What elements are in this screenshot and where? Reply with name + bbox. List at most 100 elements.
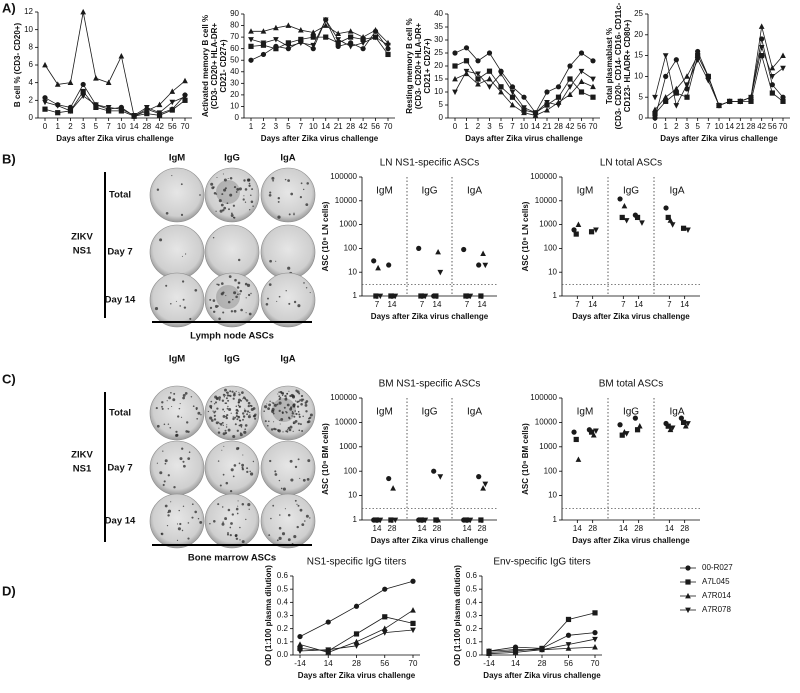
y-tick-label: 0.4 <box>277 597 289 606</box>
spot <box>155 407 158 410</box>
spot <box>237 281 241 285</box>
point <box>463 58 470 64</box>
spot <box>302 188 305 191</box>
spot <box>277 429 281 433</box>
spot <box>229 394 232 398</box>
point <box>669 222 676 228</box>
point <box>663 73 669 79</box>
point <box>565 632 572 638</box>
spot <box>210 419 214 422</box>
spot <box>286 392 289 395</box>
spot <box>295 389 298 392</box>
spot <box>186 421 189 424</box>
spot <box>235 390 237 392</box>
spot <box>288 417 291 420</box>
point <box>322 17 329 23</box>
point <box>437 269 444 276</box>
point <box>623 218 630 224</box>
x-tick-label: 14 <box>573 524 582 533</box>
point <box>42 95 48 101</box>
spot <box>154 307 159 311</box>
spot <box>279 419 281 422</box>
spot <box>254 417 257 420</box>
well-row-label: Day 14 <box>105 516 136 527</box>
spot <box>218 398 221 401</box>
spot <box>290 393 294 397</box>
spot <box>275 260 277 262</box>
spot <box>164 459 168 463</box>
point <box>486 84 493 90</box>
y-tick-label: 0.5 <box>277 584 289 593</box>
spot <box>161 405 163 408</box>
spot <box>209 404 213 408</box>
series-line <box>454 60 594 114</box>
x-tick-label: 42 <box>757 122 766 131</box>
x-tick-label: 14 <box>373 524 382 533</box>
well <box>149 385 205 441</box>
spot <box>242 412 245 415</box>
spot <box>297 458 300 461</box>
well <box>149 440 205 496</box>
y-axis-title: (CD3- CD20+ HLA-DR+ <box>414 23 423 110</box>
point <box>382 586 388 592</box>
point <box>498 71 504 77</box>
point <box>578 50 585 56</box>
spot <box>278 401 282 405</box>
x-tick-label: 14 <box>321 122 330 131</box>
spot <box>299 508 303 512</box>
spot <box>236 188 240 191</box>
x-tick-label: 28 <box>538 659 547 668</box>
spot <box>245 518 247 521</box>
y-tick-label: 20 <box>230 90 239 99</box>
spot <box>272 412 275 415</box>
y-tick-label: 0.3 <box>277 611 289 620</box>
point <box>673 57 679 63</box>
point <box>480 250 486 257</box>
spot <box>278 395 281 398</box>
group-label: IgA <box>467 407 482 418</box>
spot <box>212 310 216 314</box>
spot <box>209 416 213 420</box>
spot <box>239 539 241 541</box>
point <box>482 481 489 488</box>
spot <box>159 471 163 475</box>
x-tick-label: 42 <box>566 122 575 131</box>
spot <box>200 413 202 416</box>
spot <box>309 413 313 417</box>
spot <box>245 297 247 299</box>
spot <box>295 412 298 416</box>
spot <box>230 412 232 414</box>
point <box>463 68 470 75</box>
spot <box>213 192 217 195</box>
spot <box>293 213 295 216</box>
point <box>335 40 341 46</box>
point <box>544 100 550 106</box>
spot <box>247 415 251 419</box>
y-tick-label: 100 <box>344 244 358 253</box>
spot <box>279 423 281 425</box>
point <box>335 37 342 43</box>
spot <box>250 194 252 196</box>
spot <box>210 182 214 186</box>
x-tick-label: -14 <box>294 659 306 668</box>
spot <box>280 487 283 490</box>
point <box>482 262 489 269</box>
x-tick-label: 7 <box>621 300 626 309</box>
x-tick-label: 21 <box>334 122 343 131</box>
spot <box>247 401 251 405</box>
spot <box>235 411 239 415</box>
spot <box>278 295 281 298</box>
spot <box>291 412 295 415</box>
y-tick-label: 10 <box>434 87 443 96</box>
spot <box>303 282 305 284</box>
well <box>149 493 205 549</box>
spot <box>160 532 164 536</box>
point <box>780 65 786 72</box>
x-axis-title: Days after Zika virus challenge <box>298 671 416 680</box>
y-tick-label: 1000 <box>339 220 357 229</box>
spot <box>295 400 297 402</box>
spot <box>163 423 166 426</box>
spot <box>274 428 277 431</box>
point <box>67 108 74 115</box>
point <box>780 52 786 58</box>
